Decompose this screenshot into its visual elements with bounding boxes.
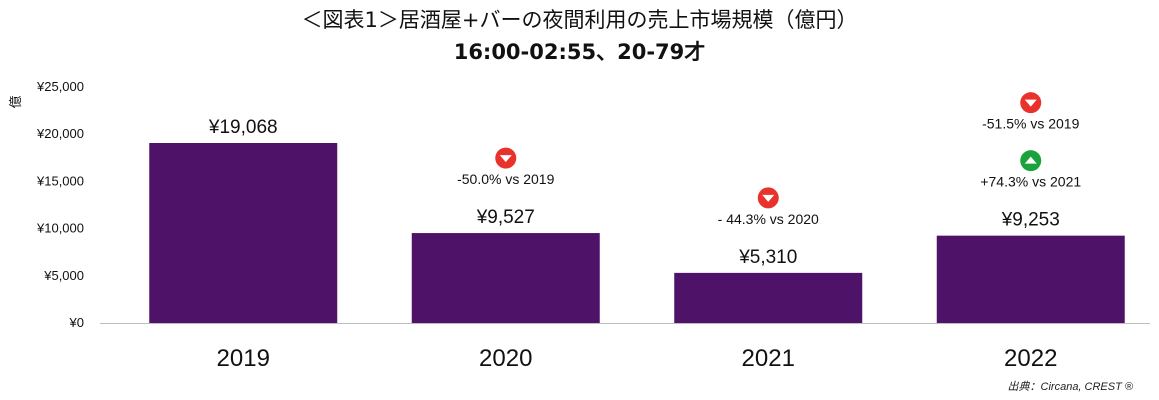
bar-value-label: ¥9,527 xyxy=(476,207,535,228)
y-tick-label: ¥0 xyxy=(69,315,84,330)
y-tick-label: ¥5,000 xyxy=(43,268,84,283)
bar xyxy=(936,235,1125,323)
bar xyxy=(674,272,863,323)
x-tick-label: 2020 xyxy=(479,345,532,372)
x-tick-label: 2021 xyxy=(742,345,795,372)
bar xyxy=(411,233,600,323)
x-tick-label: 2022 xyxy=(1004,345,1057,372)
y-tick-label: ¥15,000 xyxy=(36,173,84,188)
y-axis-label: 億 xyxy=(8,95,24,108)
change-annotation: -51.5% vs 2019 xyxy=(982,116,1079,132)
source-note: 出典：Circana, CREST ® xyxy=(1007,381,1133,393)
arrow-glyph xyxy=(499,155,512,163)
bar-value-label: ¥9,253 xyxy=(1001,210,1060,231)
y-tick-label: ¥10,000 xyxy=(36,221,84,236)
arrow-glyph xyxy=(762,194,775,202)
bar-value-label: ¥19,068 xyxy=(208,117,278,138)
bar-value-label: ¥5,310 xyxy=(738,247,797,268)
x-tick-label: 2019 xyxy=(217,345,270,372)
y-tick-label: ¥20,000 xyxy=(36,126,84,141)
chart-title: ＜図表1＞居酒屋+バーの夜間利用の売上市場規模（億円） xyxy=(301,8,858,32)
arrow-glyph xyxy=(1024,156,1037,164)
y-tick-label: ¥25,000 xyxy=(36,79,84,94)
change-annotation: - 44.3% vs 2020 xyxy=(718,211,819,227)
change-annotation: +74.3% vs 2021 xyxy=(980,174,1081,190)
bar xyxy=(149,142,338,323)
chart-subtitle: 16:00-02:55、20-79才 xyxy=(453,40,706,64)
arrow-glyph xyxy=(1024,99,1037,107)
change-annotation: -50.0% vs 2019 xyxy=(457,171,554,187)
